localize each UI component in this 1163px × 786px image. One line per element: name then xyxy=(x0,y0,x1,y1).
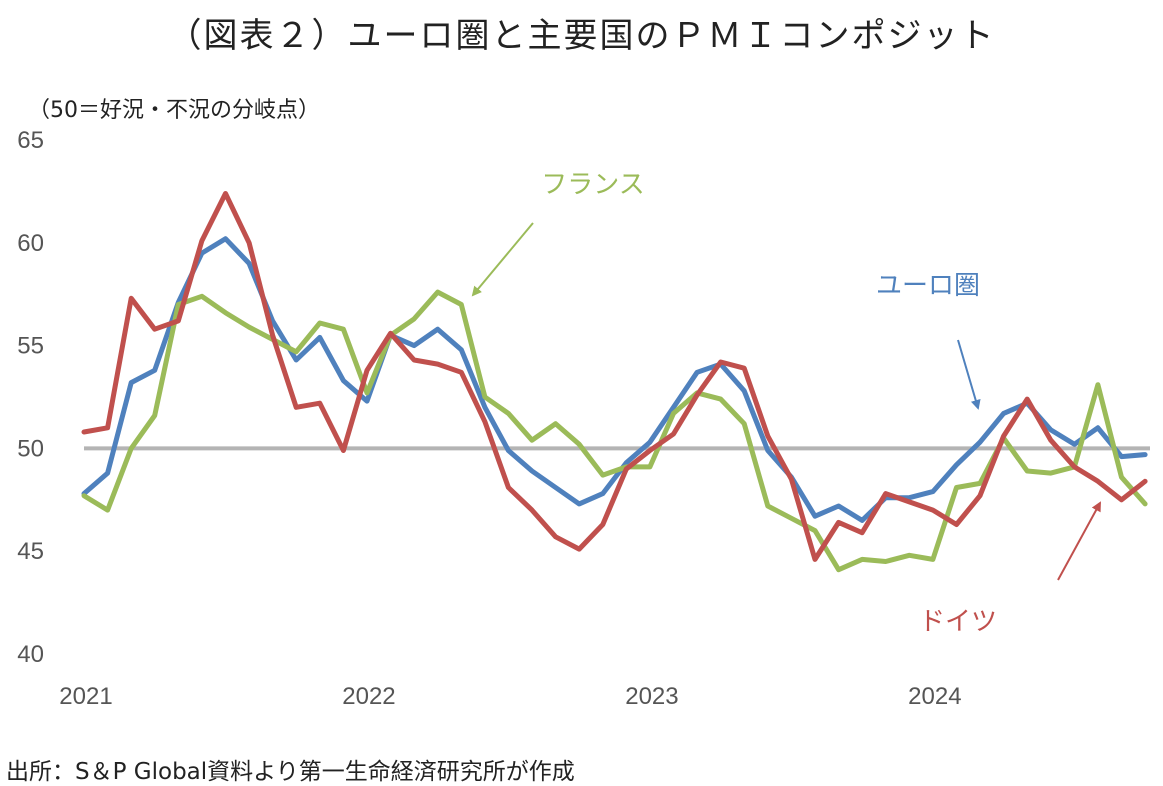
y-tick-label: 60 xyxy=(17,230,44,257)
annotation-label: ドイツ xyxy=(919,607,997,637)
annotation-label: フランス xyxy=(541,170,644,200)
x-tick-label: 2022 xyxy=(342,683,395,710)
y-tick-label: 55 xyxy=(17,333,44,360)
x-tick-label: 2024 xyxy=(908,683,961,710)
x-tick-label: 2021 xyxy=(59,683,112,710)
series-line xyxy=(81,191,1148,562)
x-tick-label: 2023 xyxy=(625,683,678,710)
annotation-arrow xyxy=(957,339,981,410)
annotation-arrow xyxy=(1057,501,1101,581)
chart-title: （図表２）ユーロ圏と主要国のＰＭＩコンポジット xyxy=(167,16,996,56)
y-axis-unit-label: （50＝好況・不況の分岐点） xyxy=(28,98,320,123)
y-tick-label: 40 xyxy=(17,641,44,668)
annotation-arrow xyxy=(471,222,534,297)
annotation-label: ユーロ圏 xyxy=(876,271,980,301)
y-tick-label: 45 xyxy=(17,538,44,565)
series-line xyxy=(81,289,1148,573)
y-tick-label: 65 xyxy=(17,127,44,154)
y-tick-label: 50 xyxy=(17,435,44,462)
